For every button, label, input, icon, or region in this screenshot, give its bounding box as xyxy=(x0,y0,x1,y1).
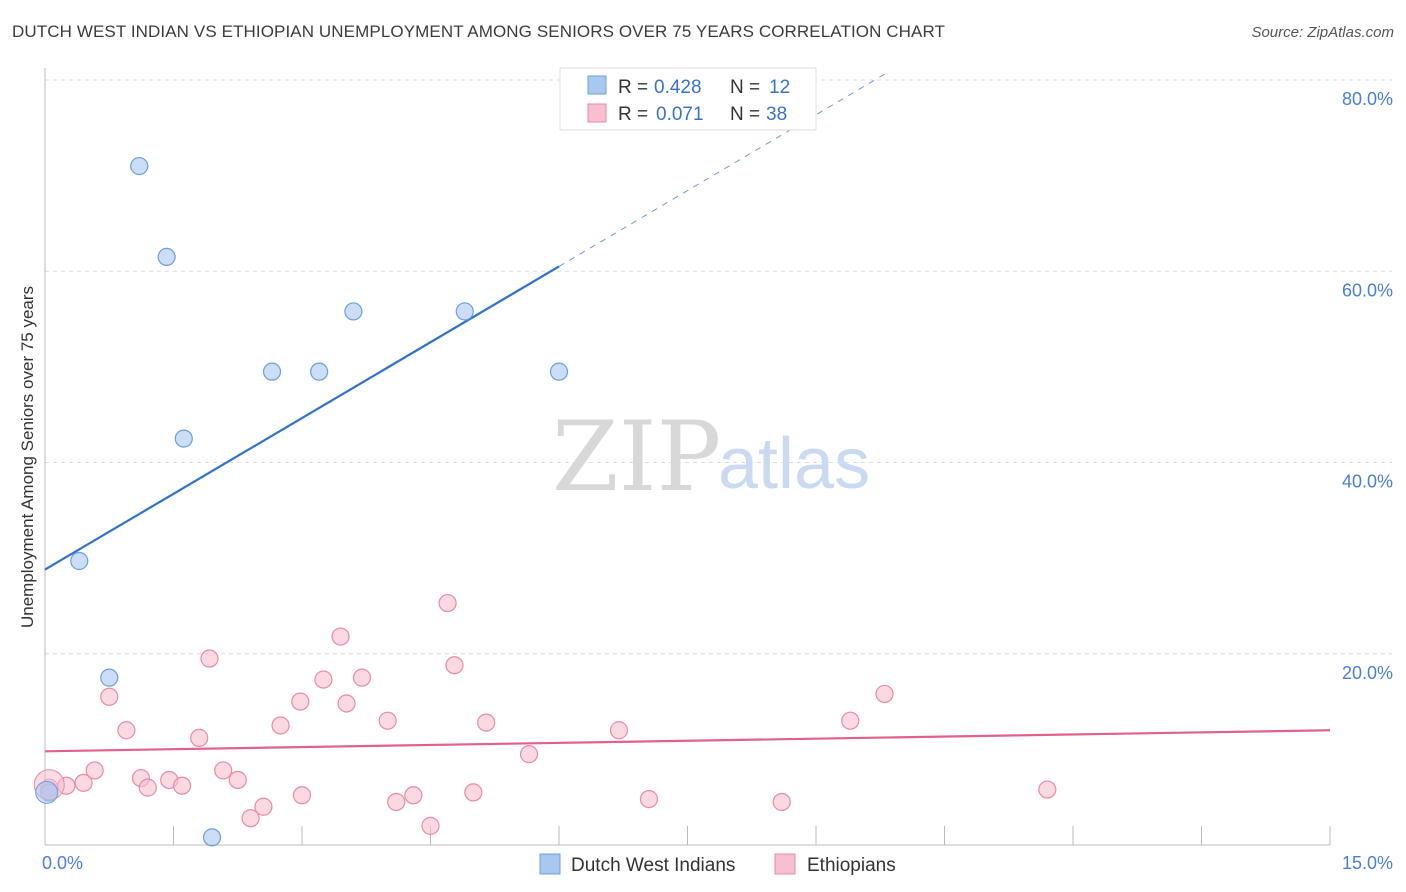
point-ethiopians xyxy=(639,789,659,809)
point-ethiopians xyxy=(772,792,791,812)
point-dutch-west-indians xyxy=(100,668,119,687)
point-ethiopians xyxy=(875,684,894,704)
legend-r-label: R = xyxy=(618,104,648,125)
series-legend-label-ethiopians: Ethiopians xyxy=(807,855,896,876)
legend-swatch-dutch-west-indians xyxy=(587,75,607,95)
tick-labels: 20.0% 40.0% 60.0% 80.0% 0.0% 15.0% xyxy=(42,89,1393,873)
point-ethiopians xyxy=(421,816,440,835)
point-ethiopians xyxy=(378,711,397,730)
point-ethiopians xyxy=(292,786,312,805)
point-ethiopians xyxy=(200,649,219,668)
legend-r-value: 0.428 xyxy=(654,77,702,98)
legend-n-label: N = xyxy=(730,104,760,125)
point-ethiopians xyxy=(100,687,119,706)
point-dutch-west-indians xyxy=(70,551,89,571)
point-ethiopians xyxy=(228,770,247,790)
point-dutch-west-indians xyxy=(549,362,569,381)
point-ethiopians xyxy=(291,692,310,711)
x-tick-label: 0.0% xyxy=(42,853,83,873)
point-ethiopians xyxy=(352,668,372,687)
point-ethiopians xyxy=(254,797,273,816)
series-legend-swatch-ethiopians xyxy=(774,853,796,875)
axes xyxy=(44,68,1331,846)
chart-title: DUTCH WEST INDIAN VS ETHIOPIAN UNEMPLOYM… xyxy=(12,22,946,41)
x-tick-label: 15.0% xyxy=(1342,853,1393,873)
point-ethiopians xyxy=(331,627,350,646)
point-ethiopians xyxy=(337,694,356,713)
trend-line-dutch-west-indians xyxy=(44,265,560,571)
point-ethiopians xyxy=(74,773,93,792)
point-ethiopians xyxy=(85,761,104,780)
legend-r-value: 0.071 xyxy=(656,104,704,125)
point-ethiopians xyxy=(271,716,290,735)
point-dutch-west-indians xyxy=(344,302,363,321)
point-ethiopians xyxy=(609,721,629,740)
point-ethiopians xyxy=(477,713,496,732)
point-ethiopians xyxy=(190,728,209,748)
y-tick-label: 40.0% xyxy=(1342,472,1393,492)
y-tick-label: 20.0% xyxy=(1342,663,1393,683)
point-ethiopians xyxy=(464,783,483,802)
data-points xyxy=(33,156,1057,847)
gridlines xyxy=(45,79,1392,655)
point-dutch-west-indians xyxy=(174,429,193,448)
watermark-zip: ZIP xyxy=(552,401,721,513)
point-ethiopians xyxy=(404,786,423,805)
point-dutch-west-indians xyxy=(157,247,176,267)
y-tick-label: 60.0% xyxy=(1342,280,1393,300)
point-ethiopians xyxy=(387,792,406,812)
point-ethiopians xyxy=(841,711,860,730)
point-ethiopians xyxy=(445,656,464,675)
point-ethiopians xyxy=(438,593,457,613)
point-ethiopians xyxy=(214,761,233,780)
point-dutch-west-indians xyxy=(202,828,222,847)
point-cluster-dutch-west-indians xyxy=(35,780,59,804)
point-dutch-west-indians xyxy=(455,302,474,321)
trend-line-dutch-west-indians-extension xyxy=(558,73,885,267)
source-label: Source: ZipAtlas.com xyxy=(1251,24,1394,41)
series-legend-label-dutch-west-indians: Dutch West Indians xyxy=(571,855,735,876)
legend: R = 0.428 N = 12 R = 0.071 N = 38 xyxy=(559,67,817,131)
series-legend-swatch-dutch-west-indians xyxy=(539,853,561,875)
point-dutch-west-indians xyxy=(310,362,329,381)
point-ethiopians xyxy=(172,776,192,795)
legend-n-value: 38 xyxy=(766,104,787,125)
trend-line-ethiopians xyxy=(44,729,1331,753)
watermark: ZIP atlas xyxy=(552,401,870,513)
trend-lines xyxy=(44,73,1331,753)
point-ethiopians xyxy=(241,809,260,828)
point-ethiopians xyxy=(519,745,539,764)
point-dutch-west-indians xyxy=(130,156,149,176)
y-tick-label: 80.0% xyxy=(1342,89,1393,109)
legend-n-value: 12 xyxy=(769,77,790,98)
legend-n-label: N = xyxy=(730,77,760,98)
point-ethiopians xyxy=(138,778,157,797)
legend-swatch-ethiopians xyxy=(587,103,607,123)
series-legend: Dutch West Indians Ethiopians xyxy=(539,853,896,876)
point-dutch-west-indians xyxy=(262,362,282,381)
point-ethiopians xyxy=(314,670,333,689)
watermark-atlas: atlas xyxy=(718,424,870,504)
point-ethiopians xyxy=(117,721,136,740)
y-axis-label: Unemployment Among Seniors over 75 years xyxy=(18,286,37,628)
point-ethiopians xyxy=(1038,780,1057,799)
legend-r-label: R = xyxy=(618,77,648,98)
